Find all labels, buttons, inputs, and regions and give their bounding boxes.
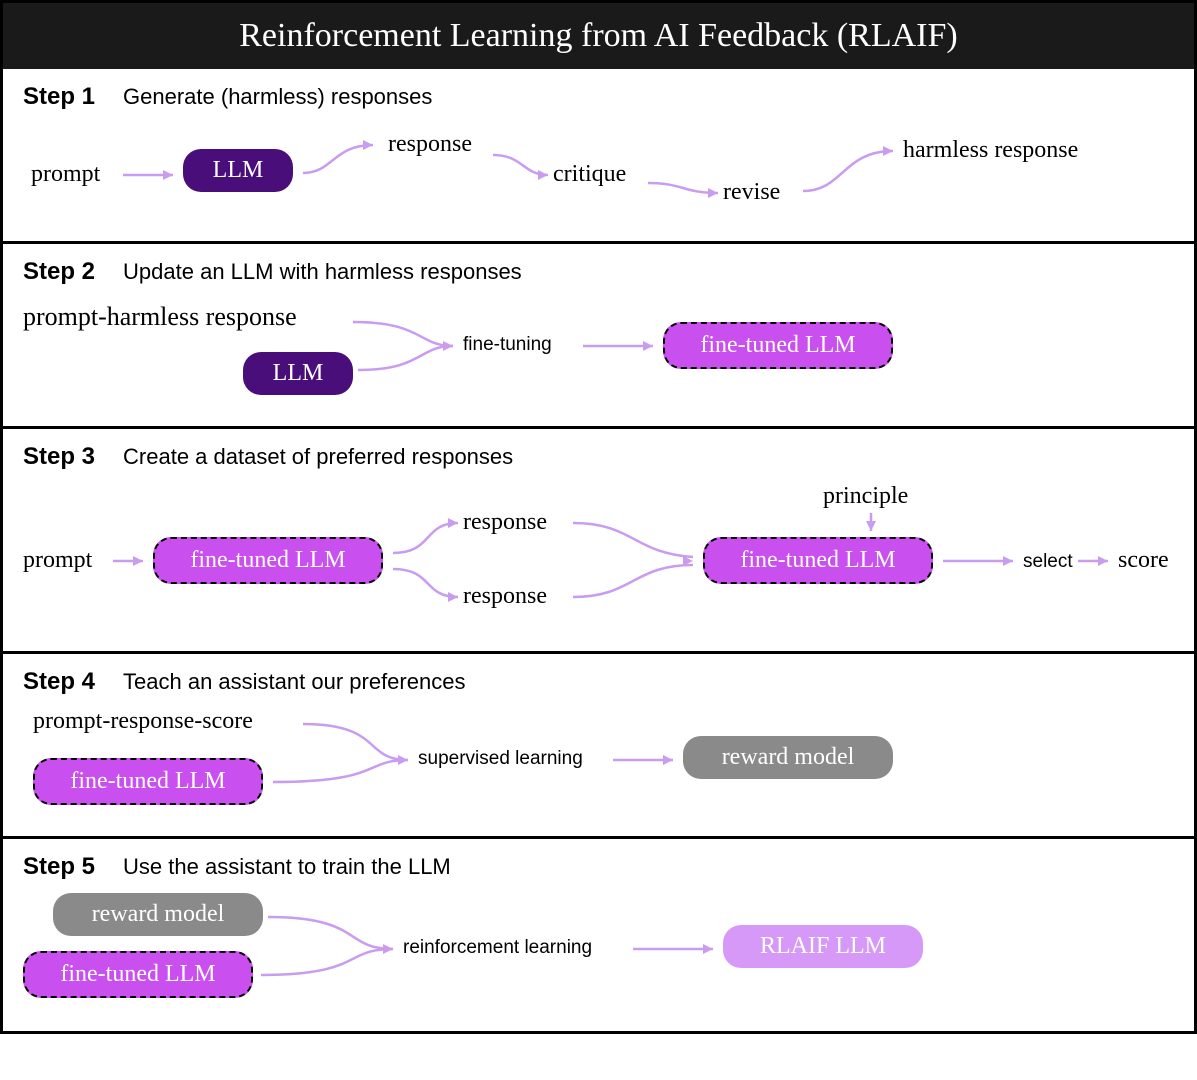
response-label: response (463, 583, 547, 610)
step-number: Step 2 (23, 258, 95, 286)
flow-arrow (393, 523, 458, 553)
harmless-response-label: harmless response (903, 137, 1078, 164)
response-label: response (388, 131, 472, 158)
step-title: Use the assistant to train the LLM (123, 854, 451, 880)
arrow-head-icon (383, 944, 393, 954)
fine-tuned-llm-node: fine-tuned LLM (663, 322, 893, 369)
step-number: Step 1 (23, 83, 95, 111)
fine-tuned-llm-node: fine-tuned LLM (23, 951, 253, 998)
step-number: Step 3 (23, 443, 95, 471)
step-number: Step 5 (23, 853, 95, 881)
arrow-head-icon (133, 556, 143, 566)
reward-model-node: reward model (683, 736, 893, 779)
flow-arrow (803, 151, 893, 191)
fine-tuned-llm-node: fine-tuned LLM (33, 758, 263, 805)
prompt-harmless-response-label: prompt-harmless response (23, 302, 297, 332)
arrow-head-icon (866, 521, 876, 531)
flow-arrow (573, 523, 693, 557)
flow-arrow (573, 565, 693, 597)
flow-arrow (303, 724, 408, 760)
flow-arrow (648, 183, 718, 193)
step-title: Update an LLM with harmless responses (123, 259, 522, 285)
step-title: Create a dataset of preferred responses (123, 444, 513, 470)
arrow-head-icon (398, 755, 408, 765)
arrow-head-icon (538, 170, 548, 180)
step-5: Step 5 Use the assistant to train the LLM… (3, 836, 1194, 1031)
prompt-label: prompt (23, 547, 92, 574)
supervised-learning-label: supervised learning (418, 748, 583, 770)
step-title: Teach an assistant our preferences (123, 669, 465, 695)
arrow-head-icon (703, 944, 713, 954)
flow-arrow (393, 569, 458, 597)
fine-tuning-label: fine-tuning (463, 334, 552, 356)
critique-label: critique (553, 161, 626, 188)
reward-model-node: reward model (53, 893, 263, 936)
diagram-title: Reinforcement Learning from AI Feedback … (3, 3, 1194, 69)
step-1: Step 1 Generate (harmless) responses LLM pr… (3, 69, 1194, 241)
principle-label: principle (823, 483, 908, 510)
step-diagram: LLM prompt response critique revise harmless … (23, 123, 1174, 223)
flow-arrow (273, 760, 408, 782)
arrow-head-icon (448, 592, 458, 602)
flow-arrow (303, 145, 373, 173)
reinforcement-learning-label: reinforcement learning (403, 937, 592, 959)
flow-arrow (493, 155, 548, 175)
arrow-head-icon (683, 556, 693, 566)
score-label: score (1118, 547, 1169, 574)
arrow-head-icon (663, 755, 673, 765)
arrow-head-icon (643, 341, 653, 351)
arrow-head-icon (883, 146, 893, 156)
arrow-head-icon (448, 518, 458, 528)
fine-tuned-llm-node: fine-tuned LLM (153, 537, 383, 584)
flow-arrow (358, 346, 453, 370)
arrow-head-icon (708, 188, 718, 198)
rlaif-llm-node: RLAIF LLM (723, 925, 923, 968)
step-diagram: reward model fine-tuned LLM RLAIF LLM reinf… (23, 893, 1174, 1013)
arrow-head-icon (1098, 556, 1108, 566)
arrow-head-icon (163, 170, 173, 180)
prompt-label: prompt (31, 161, 100, 188)
revise-label: revise (723, 179, 780, 206)
step-title: Generate (harmless) responses (123, 84, 432, 110)
arrow-head-icon (363, 140, 373, 150)
step-diagram: fine-tuned LLM reward model prompt-respons… (23, 708, 1174, 818)
flow-arrow (261, 949, 393, 975)
flow-arrow (268, 917, 393, 949)
arrow-head-icon (443, 341, 453, 351)
step-diagram: LLM fine-tuned LLM prompt-harmless respons… (23, 298, 1174, 408)
step-diagram: fine-tuned LLM fine-tuned LLM prompt respon… (23, 483, 1174, 633)
select-label: select (1023, 551, 1073, 573)
step-4: Step 4 Teach an assistant our preferences… (3, 651, 1194, 836)
step-2: Step 2 Update an LLM with harmless respon… (3, 241, 1194, 426)
rlaif-diagram: Reinforcement Learning from AI Feedback … (0, 0, 1197, 1034)
prompt-response-score-label: prompt-response-score (33, 708, 253, 735)
step-3: Step 3 Create a dataset of preferred resp… (3, 426, 1194, 651)
response-label: response (463, 509, 547, 536)
step-number: Step 4 (23, 668, 95, 696)
arrow-head-icon (1003, 556, 1013, 566)
llm-node: LLM (243, 352, 353, 395)
flow-arrow (353, 322, 453, 346)
fine-tuned-llm-node: fine-tuned LLM (703, 537, 933, 584)
llm-node: LLM (183, 149, 293, 192)
